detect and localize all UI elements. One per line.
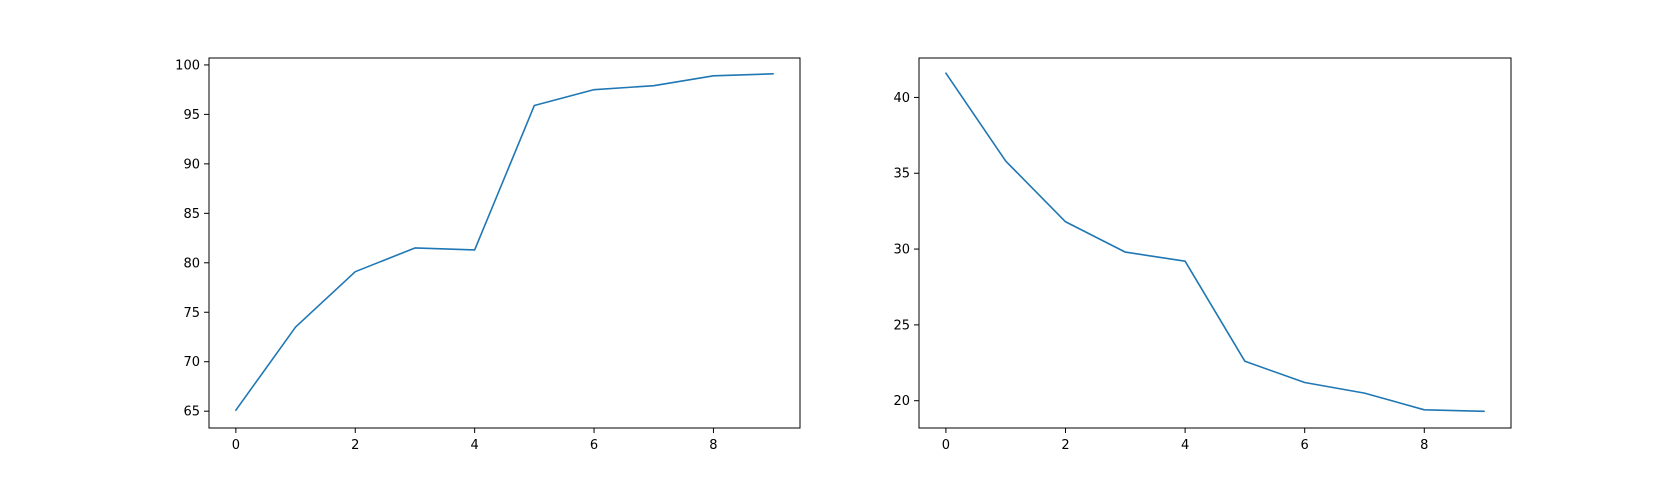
x-tick-label: 4 xyxy=(1181,438,1189,453)
x-tick-label: 0 xyxy=(942,438,950,453)
y-tick-label: 70 xyxy=(183,355,200,370)
y-tick-label: 25 xyxy=(893,318,910,333)
x-tick-label: 6 xyxy=(590,438,598,453)
y-tick-label: 80 xyxy=(183,256,200,271)
y-tick-label: 30 xyxy=(893,243,910,258)
y-tick-label: 35 xyxy=(893,167,910,182)
y-tick-label: 75 xyxy=(183,306,200,321)
x-tick-label: 0 xyxy=(232,438,240,453)
x-tick-label: 6 xyxy=(1301,438,1309,453)
series-line xyxy=(945,72,1485,413)
y-tick-label: 65 xyxy=(183,405,200,420)
series-line xyxy=(235,73,774,411)
x-tick-label: 2 xyxy=(1061,438,1069,453)
left-chart: 0 2 4 6 8 65 70 75 80 85 90 95 100 xyxy=(175,57,801,453)
x-tick-label: 8 xyxy=(709,438,717,453)
plot-area-frame xyxy=(918,57,1512,429)
y-tick-label: 85 xyxy=(183,207,200,222)
plot-area-frame xyxy=(208,57,801,429)
y-tick-label: 40 xyxy=(893,91,910,106)
y-tick-label: 95 xyxy=(183,108,200,123)
y-tick-label: 90 xyxy=(183,157,200,172)
y-tick-label: 20 xyxy=(893,394,910,409)
right-chart: 0 2 4 6 8 20 25 30 35 40 xyxy=(893,57,1512,453)
y-tick-label: 100 xyxy=(175,58,200,73)
x-tick-label: 4 xyxy=(471,438,479,453)
x-tick-label: 8 xyxy=(1420,438,1428,453)
x-tick-label: 2 xyxy=(351,438,359,453)
